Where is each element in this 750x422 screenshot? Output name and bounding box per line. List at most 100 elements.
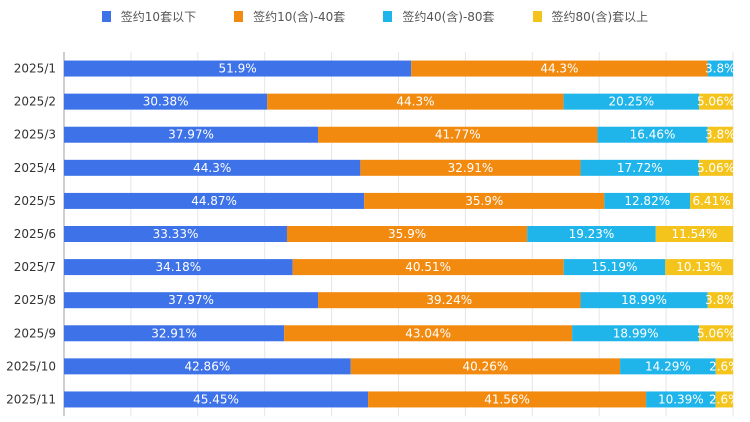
data-label: 30.38% (143, 95, 189, 109)
data-label: 37.97% (168, 128, 214, 142)
legend-label: 签约10套以下 (120, 10, 197, 24)
bar-segment (715, 391, 733, 408)
data-label: 41.77% (435, 128, 481, 142)
bar-segment (64, 126, 319, 143)
data-label: 3.8% (705, 128, 736, 142)
bar-segment (350, 358, 621, 375)
bar-segment (368, 391, 647, 408)
bar-segment (284, 325, 573, 342)
bar-segment (64, 358, 351, 375)
bar-segment (707, 60, 733, 77)
legend-label: 签约10(含)-40套 (253, 10, 346, 24)
bar-segment (707, 292, 733, 309)
category-label: 2025/3 (14, 128, 56, 142)
data-label: 34.18% (155, 260, 201, 274)
bar-segment (563, 93, 700, 110)
legend: 签约10套以下 签约10(含)-40套 签约40(含)-80套 签约80(含)套以上 (0, 8, 750, 25)
bar-segment (580, 292, 708, 309)
data-label: 12.82% (624, 194, 670, 208)
bar-segment (364, 192, 605, 209)
legend-item[interactable]: 签约80(含)套以上 (532, 8, 649, 25)
data-label: 18.99% (621, 293, 667, 307)
legend-label: 签约40(含)-80套 (402, 10, 495, 24)
bar-segment (64, 60, 412, 77)
bar-segment (690, 192, 733, 209)
bar-segment (699, 325, 733, 342)
data-label: 35.9% (388, 227, 426, 241)
data-label: 5.06% (697, 95, 735, 109)
bar-segment (715, 358, 734, 375)
bar-segment (572, 325, 700, 342)
data-label: 16.46% (630, 128, 676, 142)
bar-segment (655, 226, 733, 242)
data-label: 2.6% (709, 392, 740, 406)
bar-segment (563, 259, 666, 276)
data-label: 2.6% (709, 359, 740, 373)
bar-segment (64, 93, 268, 110)
bar-segment (604, 192, 691, 209)
legend-swatch (383, 11, 393, 22)
data-label: 39.24% (426, 293, 472, 307)
category-label: 2025/1 (14, 62, 56, 76)
legend-swatch (532, 11, 542, 22)
data-label: 32.91% (151, 326, 197, 340)
data-label: 37.97% (168, 293, 214, 307)
data-label: 41.56% (484, 392, 530, 406)
legend-item[interactable]: 签约10(含)-40套 (234, 8, 345, 25)
category-label: 2025/10 (6, 359, 56, 373)
bar-segment (267, 93, 564, 110)
bar-segment (318, 292, 581, 309)
data-label: 44.3% (193, 161, 231, 175)
data-label: 20.25% (608, 95, 654, 109)
bar-segment (292, 259, 564, 276)
data-label: 45.45% (193, 392, 239, 406)
category-label: 2025/9 (14, 326, 56, 340)
bar-segment (699, 159, 733, 176)
bar-segment (665, 259, 734, 276)
category-label: 2025/8 (14, 293, 56, 307)
bar-segment (699, 93, 733, 110)
bar-segment (620, 358, 716, 375)
data-label: 10.39% (658, 392, 704, 406)
bar-segment (64, 325, 285, 342)
category-label: 2025/4 (14, 161, 56, 175)
bar-segment (64, 292, 319, 309)
category-label: 2025/11 (6, 392, 56, 406)
legend-item[interactable]: 签约40(含)-80套 (383, 8, 495, 25)
data-label: 17.72% (617, 161, 663, 175)
bar-segment (286, 226, 528, 242)
bar-segment (318, 126, 598, 143)
data-label: 19.23% (569, 227, 615, 241)
bar-segment (707, 126, 733, 143)
category-label: 2025/6 (14, 227, 56, 241)
legend-item[interactable]: 签约10套以下 (101, 8, 197, 25)
data-label: 44.3% (540, 62, 578, 76)
legend-label: 签约80(含)套以上 (551, 10, 649, 24)
legend-swatch (234, 11, 244, 22)
data-label: 51.9% (219, 62, 257, 76)
bar-segment (64, 192, 365, 209)
data-label: 3.8% (705, 293, 736, 307)
category-label: 2025/2 (14, 95, 56, 109)
data-label: 35.9% (465, 194, 503, 208)
data-label: 40.51% (405, 260, 451, 274)
bar-segment (64, 226, 287, 242)
bar-segment (360, 159, 581, 176)
data-label: 10.13% (676, 260, 722, 274)
data-label: 32.91% (448, 161, 494, 175)
bar-segment (527, 226, 656, 242)
data-label: 5.06% (697, 326, 735, 340)
data-label: 42.86% (184, 359, 230, 373)
data-label: 6.41% (692, 194, 730, 208)
category-label: 2025/7 (14, 260, 56, 274)
bar-segment (64, 159, 361, 176)
data-label: 14.29% (645, 359, 691, 373)
data-label: 44.3% (396, 95, 434, 109)
data-label: 40.26% (463, 359, 509, 373)
data-label: 3.8% (705, 62, 736, 76)
data-label: 43.04% (405, 326, 451, 340)
data-label: 11.54% (672, 227, 718, 241)
bar-segment (597, 126, 708, 143)
bar-segment (580, 159, 700, 176)
